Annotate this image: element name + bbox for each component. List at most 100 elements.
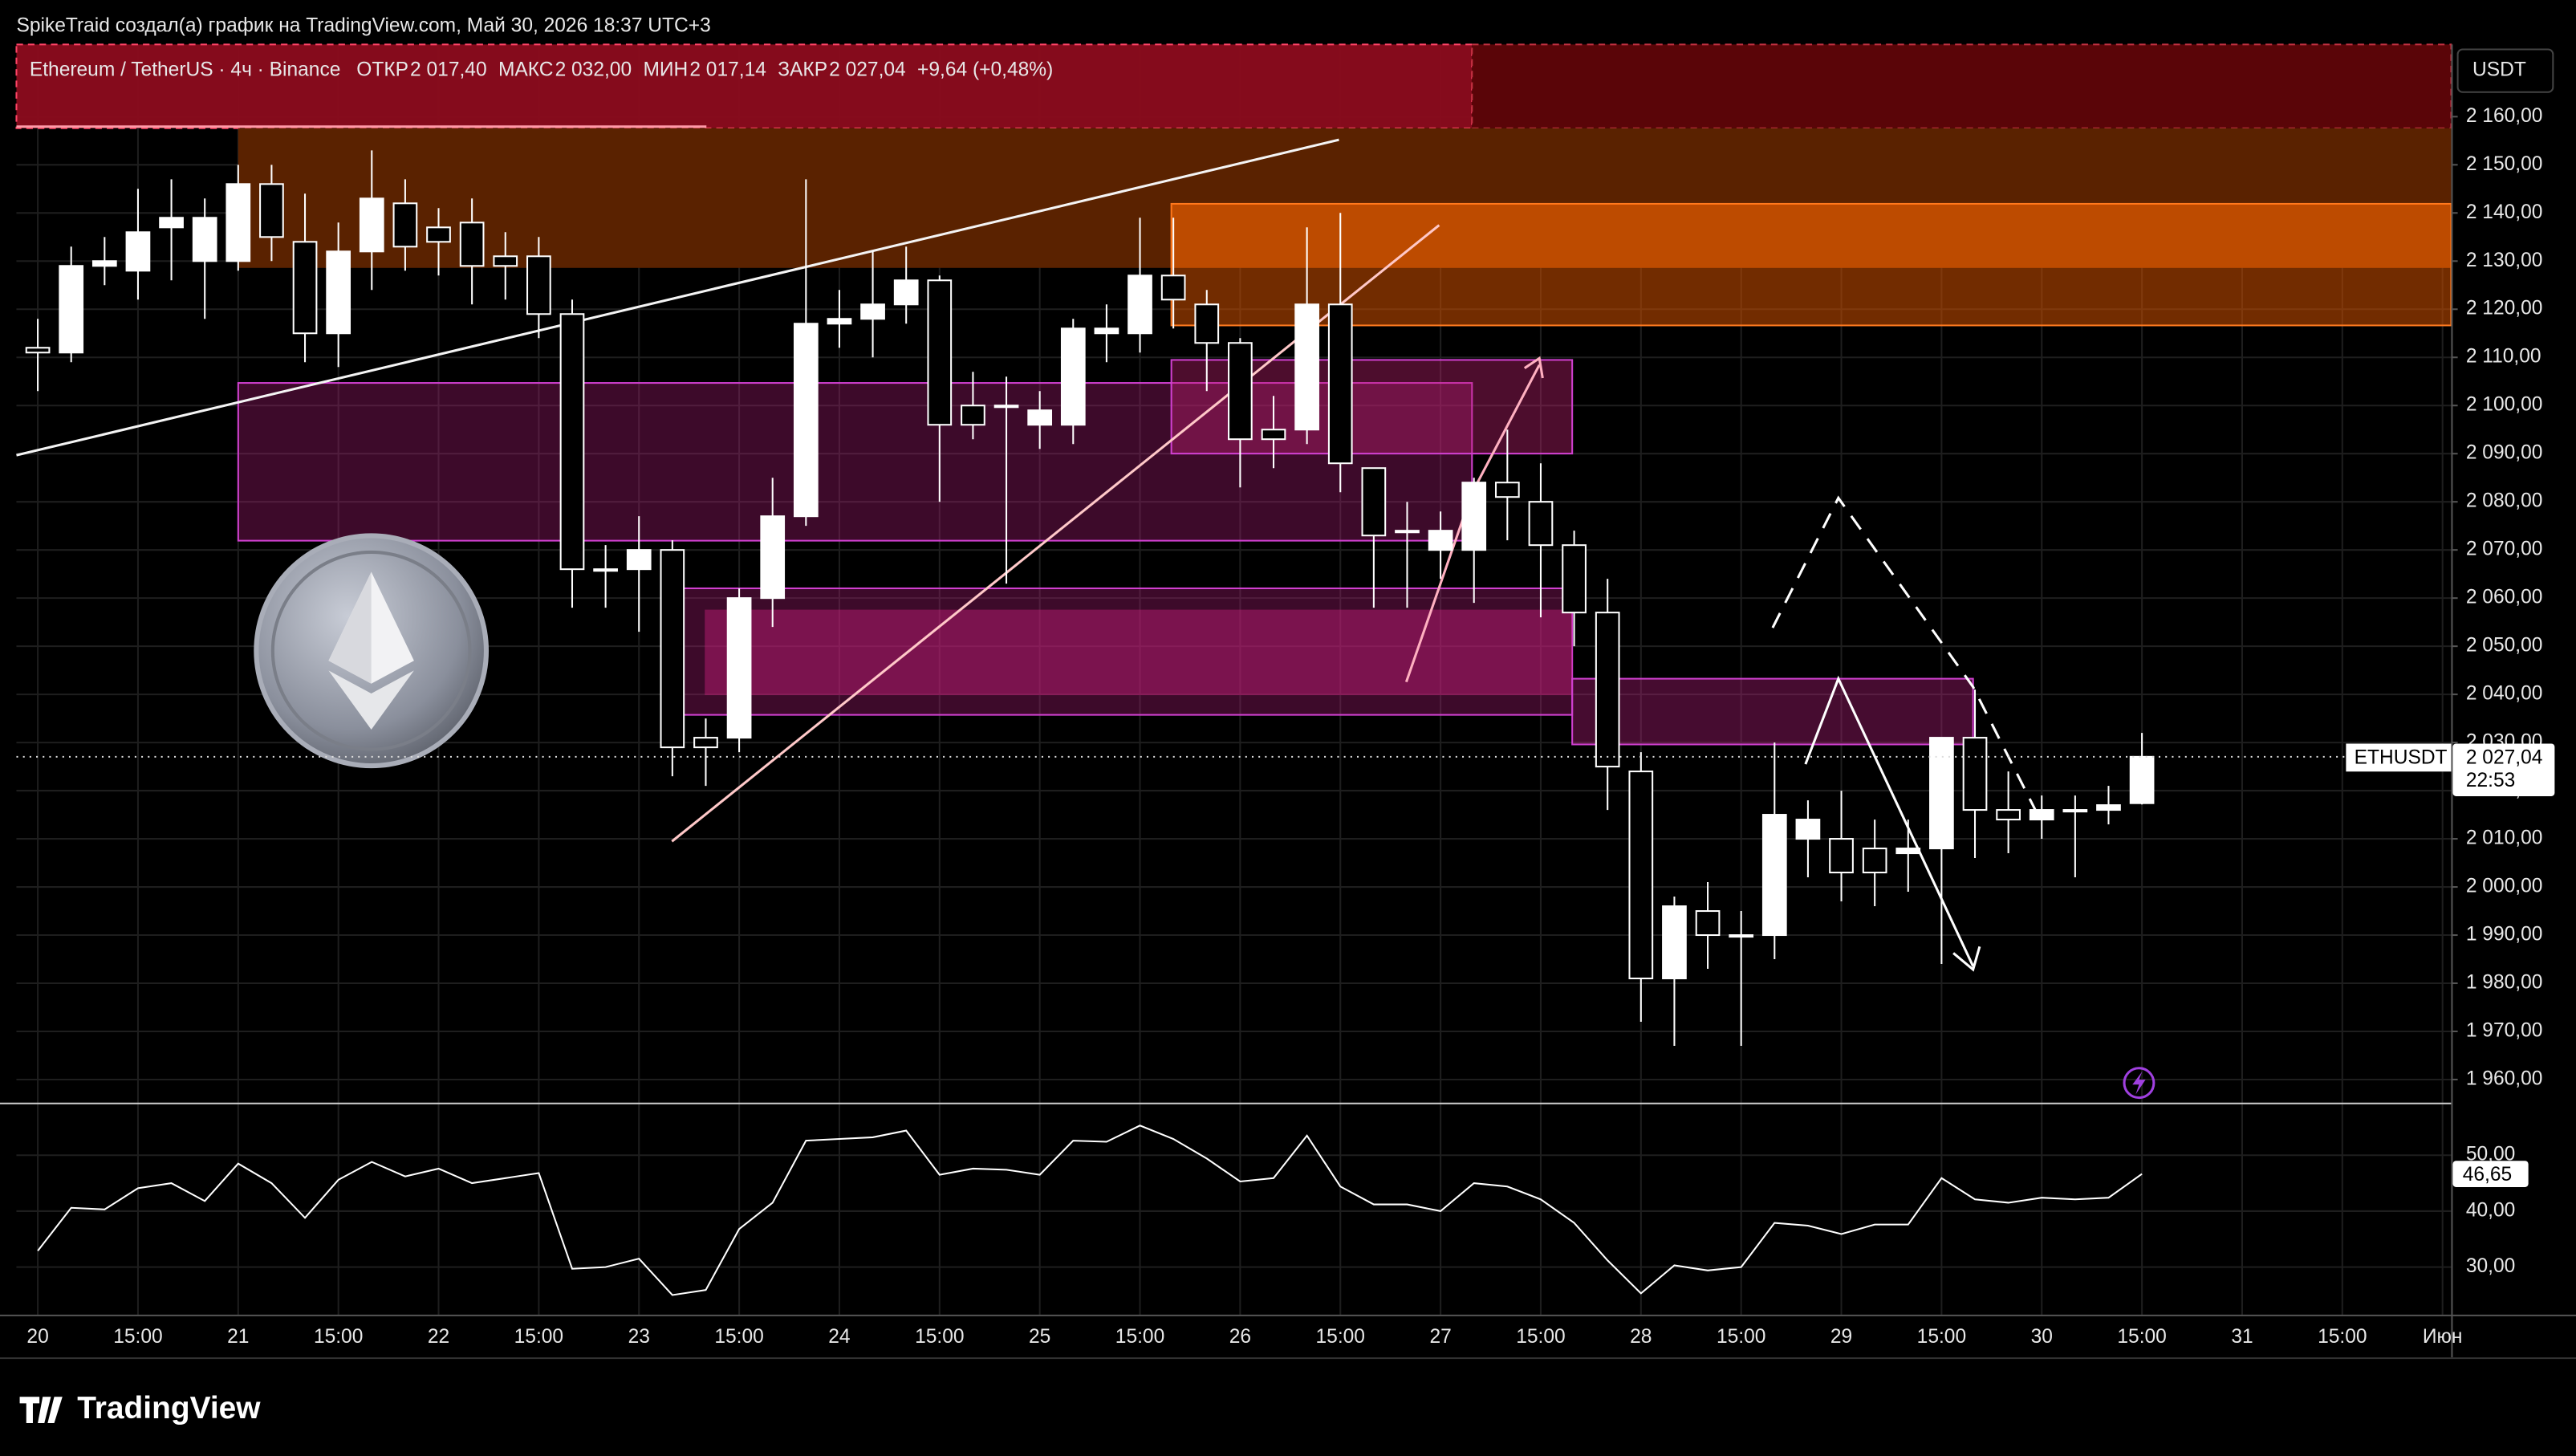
candle-body xyxy=(426,226,451,243)
candle-body xyxy=(2062,809,2088,813)
price-tag-bg xyxy=(2452,743,2555,796)
candle-body xyxy=(1862,848,1887,874)
candle-body xyxy=(693,737,718,749)
legend-label: ЗАКР xyxy=(778,59,827,81)
legend-value: 2 017,40 xyxy=(410,59,487,81)
x-tick-label: 15:00 xyxy=(714,1326,763,1348)
projection xyxy=(1771,495,2040,818)
candle-body xyxy=(961,405,985,426)
candle-body xyxy=(2096,804,2121,811)
x-tick-label: 22 xyxy=(428,1326,449,1348)
y-tick-label: 2 120,00 xyxy=(2466,298,2543,319)
y-tick-label: 2 080,00 xyxy=(2466,490,2543,512)
change: +9,64 (+0,48%) xyxy=(917,59,1053,81)
y-tick-label: 2 090,00 xyxy=(2466,442,2543,464)
y-tick-label: 2 010,00 xyxy=(2466,828,2543,849)
x-tick-label: 15:00 xyxy=(1316,1326,1365,1348)
brand: TradingView xyxy=(19,1391,261,1425)
candle-body xyxy=(25,347,51,354)
candle-body xyxy=(927,279,953,426)
marks xyxy=(16,150,2452,1296)
candle-body xyxy=(726,597,752,739)
x-tick-label: 25 xyxy=(1029,1326,1050,1348)
supply-zone xyxy=(1170,202,2452,327)
x-tick-label: 15:00 xyxy=(113,1326,162,1348)
resistance-zone xyxy=(15,43,1473,129)
candle-body xyxy=(226,183,251,262)
candle-body xyxy=(192,217,217,262)
candle-body xyxy=(91,260,117,267)
trend-line xyxy=(16,138,1339,457)
candle-body xyxy=(1628,771,1654,980)
demand-zone xyxy=(1571,677,1974,746)
candle-body xyxy=(2129,755,2155,804)
currency-button[interactable] xyxy=(2456,48,2554,93)
y-tick-label: 2 050,00 xyxy=(2466,635,2543,657)
legend-value: 2 032,00 xyxy=(555,59,632,81)
candle-body xyxy=(1461,482,1487,551)
x-tick-label: 27 xyxy=(1429,1326,1451,1348)
candle-body xyxy=(1194,303,1220,344)
legend-label: МИН xyxy=(643,59,688,81)
x-tick-label: 23 xyxy=(628,1326,650,1348)
candle-body xyxy=(1662,905,1687,980)
candle-body xyxy=(793,323,819,518)
y-tick-label: 1 990,00 xyxy=(2466,924,2543,946)
candle-body xyxy=(493,255,518,267)
candle-body xyxy=(125,231,151,272)
arrow-head xyxy=(1523,356,1544,379)
candle-body xyxy=(1027,409,1053,426)
demand-zone xyxy=(705,609,1573,696)
attribution: SpikeTraid создал(а) график на TradingVi… xyxy=(16,14,710,36)
candle-body xyxy=(1128,275,1152,335)
rsi-line xyxy=(37,1125,2143,1296)
y-tick-label: 1 980,00 xyxy=(2466,971,2543,993)
candle-body xyxy=(1060,327,1086,426)
candle-body xyxy=(326,250,351,335)
symbol-tag: ETHUSDT xyxy=(2355,746,2448,768)
y-tick-label: 30,00 xyxy=(2466,1255,2515,1277)
x-tick-label: Июн xyxy=(2423,1326,2463,1348)
candle-body xyxy=(893,279,919,306)
countdown: 22:53 xyxy=(2466,770,2515,791)
candle-body xyxy=(392,202,418,248)
candle-body xyxy=(526,255,551,315)
candle-body xyxy=(1395,530,1420,534)
legend-label: МАКС xyxy=(498,59,554,81)
candle-body xyxy=(593,568,618,572)
y-tick-label: 2 140,00 xyxy=(2466,201,2543,223)
legend-value: 2 017,14 xyxy=(689,59,766,81)
x-tick-label: 15:00 xyxy=(1917,1326,1966,1348)
candle-body xyxy=(1761,814,1787,937)
y-tick-label: 1 960,00 xyxy=(2466,1068,2543,1089)
candle-body xyxy=(1595,612,1620,768)
candle-body xyxy=(359,197,384,253)
candle-body xyxy=(1895,848,1921,855)
alert-icon[interactable] xyxy=(2123,1067,2155,1100)
candle-body xyxy=(1996,809,2021,821)
y-tick-label: 2 110,00 xyxy=(2466,346,2541,368)
x-tick-label: 15:00 xyxy=(1717,1326,1765,1348)
demand-zone xyxy=(237,382,1473,542)
candle-body xyxy=(292,241,318,335)
x-tick-label: 15:00 xyxy=(915,1326,964,1348)
rsi-tag-bg xyxy=(2452,1161,2529,1187)
candle-body xyxy=(1962,737,1988,811)
projection xyxy=(1804,675,1975,967)
legend-value: 2 027,04 xyxy=(829,59,906,81)
y-tick-label: 1 970,00 xyxy=(2466,1019,2543,1041)
candle-body xyxy=(1929,737,1954,850)
candle-body xyxy=(459,222,485,267)
candle-body xyxy=(993,405,1019,409)
candle-body xyxy=(626,549,652,571)
candle-body xyxy=(1261,429,1286,441)
y-tick-label: 2 070,00 xyxy=(2466,539,2543,560)
x-tick-label: 29 xyxy=(1830,1326,1852,1348)
x-tick-label: 20 xyxy=(26,1326,48,1348)
currency[interactable]: USDT xyxy=(2472,59,2526,81)
x-tick-label: 15:00 xyxy=(1115,1326,1164,1348)
x-tick-label: 28 xyxy=(1630,1326,1652,1348)
y-tick-label: 2 000,00 xyxy=(2466,876,2543,897)
candle-body xyxy=(1695,910,1721,937)
